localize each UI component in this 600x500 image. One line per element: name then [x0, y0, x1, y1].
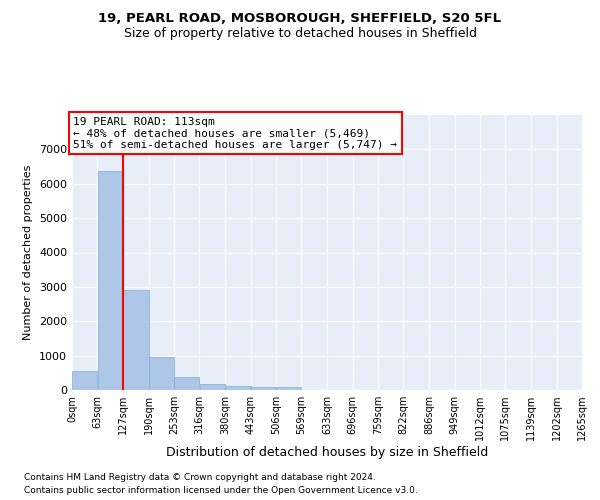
Text: Contains HM Land Registry data © Crown copyright and database right 2024.: Contains HM Land Registry data © Crown c…: [24, 472, 376, 482]
X-axis label: Distribution of detached houses by size in Sheffield: Distribution of detached houses by size …: [166, 446, 488, 459]
Bar: [72, 372, 97, 390]
Bar: [276, 387, 301, 390]
Text: Size of property relative to detached houses in Sheffield: Size of property relative to detached ho…: [124, 28, 476, 40]
Bar: [251, 387, 276, 390]
Text: 19 PEARL ROAD: 113sqm
← 48% of detached houses are smaller (5,469)
51% of semi-d: 19 PEARL ROAD: 113sqm ← 48% of detached …: [73, 116, 397, 150]
Bar: [174, 377, 199, 390]
Bar: [124, 290, 149, 390]
Text: Contains public sector information licensed under the Open Government Licence v3: Contains public sector information licen…: [24, 486, 418, 495]
Text: 19, PEARL ROAD, MOSBOROUGH, SHEFFIELD, S20 5FL: 19, PEARL ROAD, MOSBOROUGH, SHEFFIELD, S…: [98, 12, 502, 26]
Y-axis label: Number of detached properties: Number of detached properties: [23, 165, 34, 340]
Bar: [199, 384, 224, 390]
Bar: [149, 356, 174, 390]
Bar: [97, 170, 122, 390]
Bar: [226, 386, 251, 390]
